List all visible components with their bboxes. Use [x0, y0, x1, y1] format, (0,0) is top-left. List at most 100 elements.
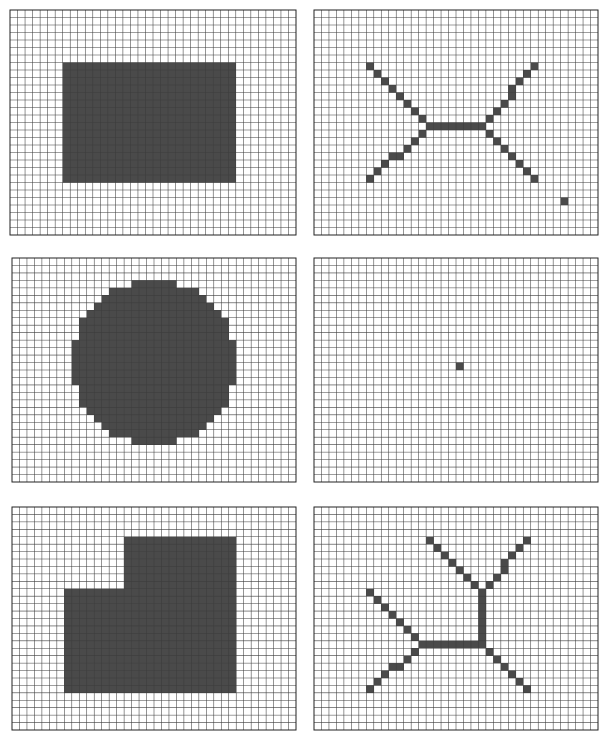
filled-cell — [198, 138, 206, 146]
filled-cell — [206, 678, 214, 686]
filled-cell — [109, 611, 117, 619]
filled-cell — [184, 574, 192, 582]
filled-cell — [130, 160, 138, 168]
filled-cell — [214, 318, 222, 326]
filled-cell — [145, 85, 153, 93]
filled-cell — [229, 552, 237, 560]
filled-cell — [214, 589, 222, 597]
filled-cell — [100, 130, 108, 138]
filled-cell — [161, 160, 169, 168]
filled-cell — [493, 108, 501, 116]
filled-cell — [228, 78, 236, 86]
filled-cell — [147, 537, 155, 545]
filled-cell — [117, 288, 125, 296]
filled-cell — [183, 160, 191, 168]
filled-cell — [199, 333, 207, 341]
panel-skeleton-l-polygon — [314, 507, 598, 730]
filled-cell — [145, 70, 153, 78]
filled-cell — [154, 303, 162, 311]
filled-cell — [206, 574, 214, 582]
filled-cell — [138, 85, 146, 93]
filled-cell — [132, 604, 140, 612]
filled-cell — [199, 537, 207, 545]
filled-cell — [124, 671, 132, 679]
filled-cell — [70, 130, 78, 138]
filled-cell — [115, 78, 123, 86]
filled-cell — [94, 333, 102, 341]
filled-cell — [229, 626, 237, 634]
filled-cell — [79, 348, 87, 356]
filled-cell — [94, 685, 102, 693]
filled-cell — [102, 633, 110, 641]
filled-cell — [94, 407, 102, 415]
filled-cell — [426, 123, 434, 131]
filled-cell — [109, 363, 117, 371]
filled-cell — [221, 333, 229, 341]
filled-cell — [79, 656, 87, 664]
filled-cell — [94, 648, 102, 656]
filled-cell — [214, 611, 222, 619]
filled-cell — [198, 160, 206, 168]
filled-cell — [147, 544, 155, 552]
filled-cell — [161, 325, 169, 333]
filled-cell — [139, 363, 147, 371]
filled-cell — [138, 100, 146, 108]
filled-cell — [176, 566, 184, 574]
filled-cell — [130, 138, 138, 146]
filled-cell — [214, 671, 222, 679]
filled-cell — [449, 641, 457, 649]
filled-cell — [117, 340, 125, 348]
filled-cell — [124, 589, 132, 597]
filled-cell — [87, 611, 95, 619]
filled-cell — [115, 63, 123, 71]
filled-cell — [78, 130, 86, 138]
filled-cell — [94, 310, 102, 318]
filled-cell — [139, 671, 147, 679]
filled-cell — [161, 552, 169, 560]
filled-cell — [184, 325, 192, 333]
filled-cell — [411, 648, 419, 656]
filled-cell — [94, 385, 102, 393]
filled-cell — [102, 589, 110, 597]
filled-cell — [87, 318, 95, 326]
filled-cell — [206, 108, 214, 116]
filled-cell — [221, 589, 229, 597]
filled-cell — [100, 138, 108, 146]
filled-cell — [183, 108, 191, 116]
filled-cell — [176, 340, 184, 348]
filled-cell — [109, 626, 117, 634]
filled-cell — [169, 619, 177, 627]
filled-cell — [138, 160, 146, 168]
filled-cell — [214, 678, 222, 686]
filled-cell — [109, 633, 117, 641]
filled-cell — [93, 123, 101, 131]
filled-cell — [198, 93, 206, 101]
filled-cell — [93, 78, 101, 86]
filled-cell — [471, 581, 479, 589]
filled-cell — [123, 108, 131, 116]
filled-cell — [184, 363, 192, 371]
filled-cell — [130, 145, 138, 153]
filled-cell — [94, 318, 102, 326]
filled-cell — [117, 619, 125, 627]
filled-cell — [108, 78, 116, 86]
filled-cell — [191, 288, 199, 296]
filled-cell — [183, 100, 191, 108]
filled-cell — [176, 318, 184, 326]
filled-cell — [206, 685, 214, 693]
filled-cell — [79, 363, 87, 371]
filled-cell — [191, 400, 199, 408]
filled-cell — [147, 626, 155, 634]
filled-cell — [396, 153, 404, 161]
filled-cell — [79, 318, 87, 326]
filled-cell — [161, 175, 169, 183]
filled-cell — [109, 325, 117, 333]
filled-cell — [145, 123, 153, 131]
filled-cell — [228, 63, 236, 71]
filled-cell — [79, 589, 87, 597]
filled-cell — [176, 596, 184, 604]
filled-cell — [102, 407, 110, 415]
filled-cell — [139, 685, 147, 693]
filled-cell — [132, 589, 140, 597]
panel-shape-l-polygon — [12, 507, 296, 730]
